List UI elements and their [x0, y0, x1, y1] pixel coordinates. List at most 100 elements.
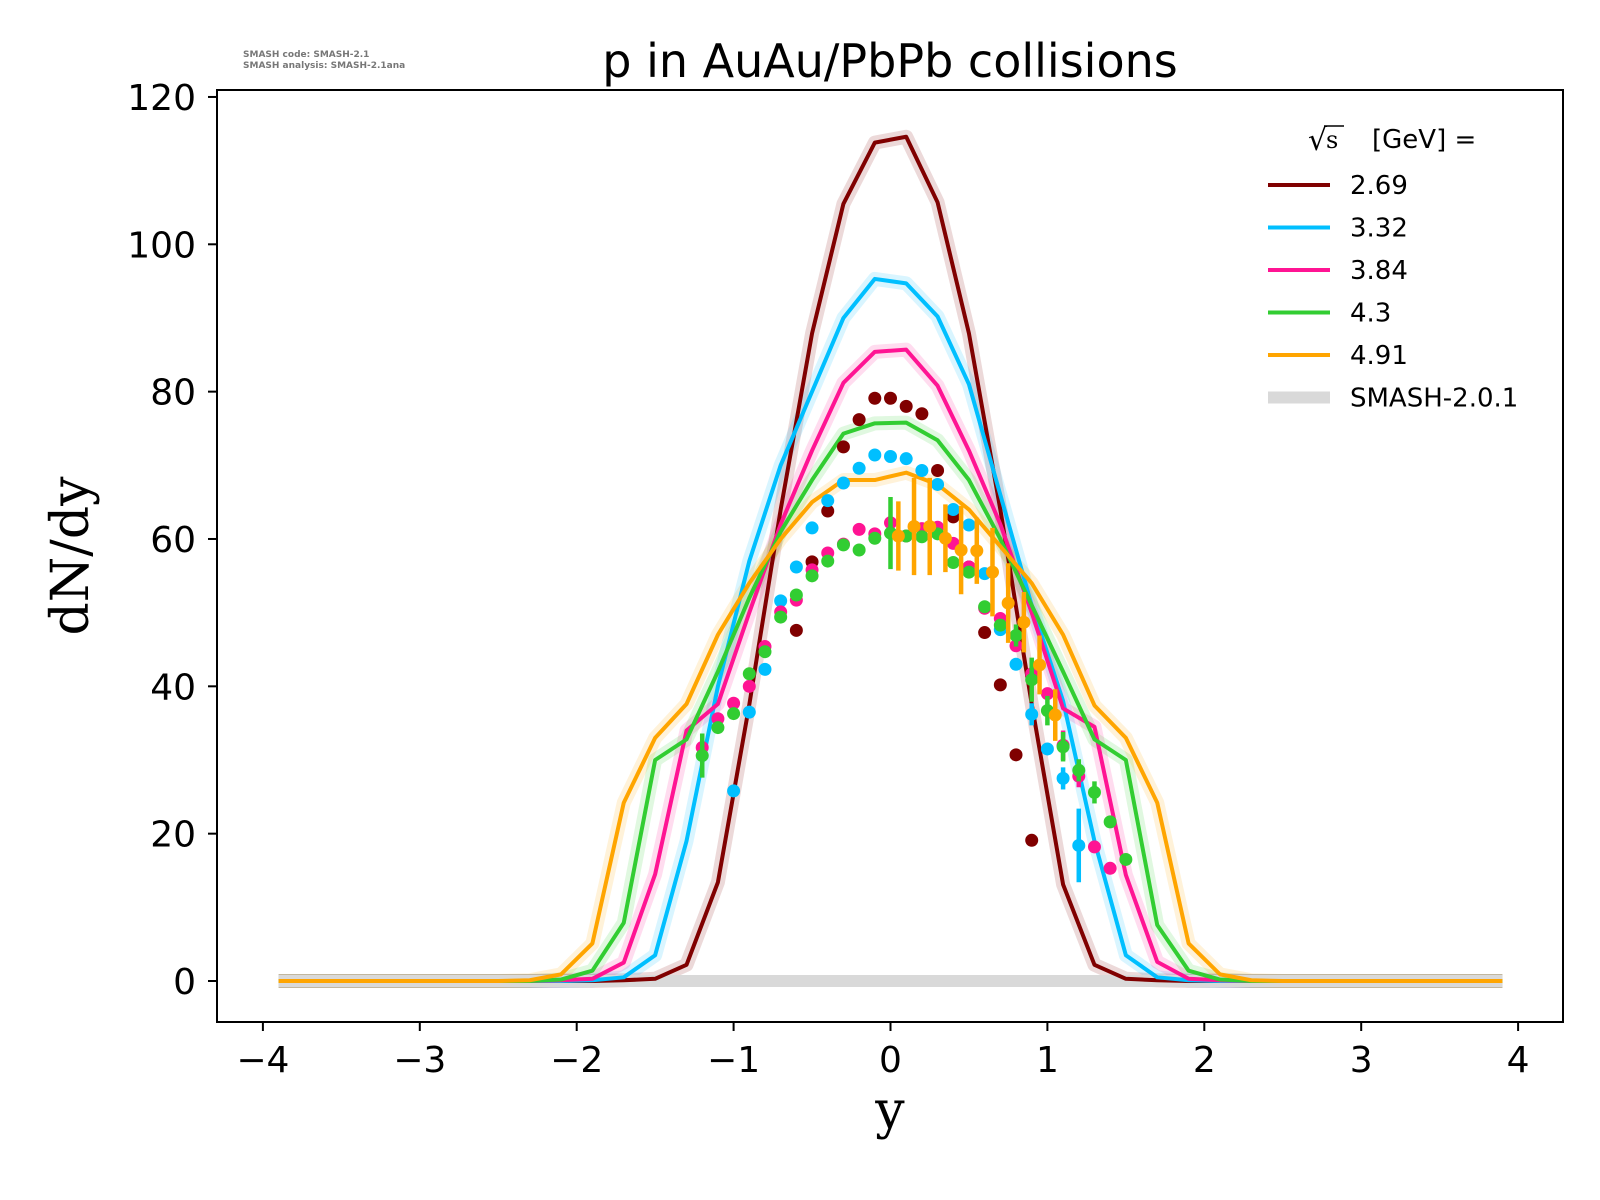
legend-title-sqrt-icon: √ [1308, 123, 1328, 158]
data-point-3.32 [789, 560, 803, 574]
data-point-4.91 [1001, 596, 1015, 610]
watermark-line-1: SMASH code: SMASH-2.1 [243, 50, 369, 60]
data-point-4.3 [962, 565, 976, 579]
legend-title: [GeV] = [1372, 125, 1476, 155]
data-point-4.3 [1087, 785, 1101, 799]
smash-band-3.32 [278, 271, 1503, 988]
y-tick-label: 120 [127, 78, 196, 119]
data-point-4.91 [1017, 615, 1031, 629]
data-point-2.69 [884, 391, 897, 405]
data-point-3.32 [962, 518, 976, 532]
data-point-3.84 [727, 696, 741, 710]
data-point-3.32 [931, 477, 945, 491]
data-point-3.32 [836, 476, 850, 490]
data-point-3.32 [742, 705, 756, 719]
data-point-4.3 [993, 618, 1007, 632]
x-tick-label: −2 [550, 1040, 603, 1081]
data-point-4.3 [836, 538, 850, 552]
legend-label-3.32: 3.32 [1350, 214, 1408, 244]
x-tick-label: 0 [879, 1040, 902, 1081]
data-point-3.32 [1025, 707, 1039, 721]
data-point-4.3 [1009, 628, 1023, 642]
legend-title-s: s [1326, 126, 1338, 154]
data-point-4.3 [1103, 815, 1117, 829]
data-point-3.32 [1072, 838, 1086, 852]
x-tick-label: 4 [1507, 1040, 1530, 1081]
data-point-4.91 [907, 519, 921, 533]
x-axis: −4 −3 −2 −1 0 1 2 3 4 [236, 1022, 1530, 1081]
legend-label-band: SMASH-2.0.1 [1350, 384, 1518, 414]
data-point-3.32 [884, 449, 897, 463]
y-tick-label: 100 [127, 225, 196, 266]
legend-label-3.84: 3.84 [1350, 256, 1408, 286]
data-point-4.3 [946, 556, 960, 570]
data-point-3.32 [1056, 771, 1070, 785]
data-point-3.32 [1009, 657, 1023, 671]
y-axis-label: dN/dy [41, 476, 101, 636]
data-point-4.3 [758, 645, 772, 659]
data-point-3.32 [727, 784, 741, 798]
series-line-3.32 [278, 276, 1503, 983]
data-point-4.3 [711, 721, 725, 735]
data-point-2.69 [1025, 833, 1039, 847]
data-point-3.84 [742, 679, 756, 693]
data-point-4.3 [774, 610, 788, 624]
data-point-4.91 [938, 531, 952, 545]
data-point-4.3 [978, 600, 992, 614]
data-point-4.91 [954, 543, 968, 557]
data-point-2.69 [821, 504, 835, 518]
data-point-4.3 [1072, 763, 1086, 777]
data-point-3.84 [1087, 840, 1101, 854]
data-point-3.32 [899, 452, 913, 466]
legend-label-4.91: 4.91 [1350, 341, 1408, 371]
data-point-3.32 [852, 461, 866, 475]
x-axis-label: y [874, 1081, 905, 1141]
x-tick-label: 3 [1350, 1040, 1373, 1081]
data-point-3.84 [1103, 861, 1117, 875]
data-point-3.32 [758, 662, 772, 676]
y-tick-label: 20 [150, 815, 196, 856]
y-axis: 0 20 40 60 80 100 120 [127, 78, 217, 1003]
data-point-4.3 [821, 554, 835, 568]
data-point-3.32 [915, 463, 929, 477]
data-point-4.3 [1025, 673, 1039, 687]
watermark-line-2: SMASH analysis: SMASH-2.1ana [243, 61, 405, 71]
data-point-4.91 [891, 529, 905, 543]
data-point-2.69 [993, 678, 1007, 692]
data-point-4.91 [970, 544, 984, 558]
y-tick-label: 0 [173, 962, 196, 1003]
data-point-4.3 [789, 588, 803, 602]
data-point-2.69 [915, 407, 929, 421]
x-tick-label: 2 [1193, 1040, 1216, 1081]
data-point-2.69 [868, 391, 882, 405]
data-point-4.3 [695, 749, 709, 763]
smash-band-3.84 [278, 342, 1503, 988]
data-point-2.69 [789, 623, 803, 637]
data-point-4.3 [852, 543, 866, 557]
y-tick-label: 60 [150, 520, 196, 561]
y-tick-label: 40 [150, 667, 196, 708]
data-point-2.69 [899, 399, 913, 413]
data-point-4.91 [923, 519, 937, 533]
data-point-3.84 [1040, 687, 1054, 701]
data-point-3.84 [852, 522, 866, 536]
watermark: SMASH code: SMASH-2.1 SMASH analysis: SM… [243, 50, 405, 71]
x-tick-label: 1 [1036, 1040, 1059, 1081]
series-line-4.91 [278, 470, 1503, 983]
data-point-2.69 [852, 413, 866, 427]
data-point-3.32 [805, 521, 819, 535]
data-point-3.32 [946, 503, 960, 517]
y-tick-label: 80 [150, 373, 196, 414]
legend-label-2.69: 2.69 [1350, 171, 1408, 201]
legend: √ s [GeV] = 2.69 3.32 3.84 4.3 4.91 SMASH-2.0… [1268, 123, 1518, 414]
series-line-3.84 [278, 347, 1503, 983]
chart-title: p in AuAu/PbPb collisions [602, 34, 1177, 88]
x-tick-label: −4 [236, 1040, 289, 1081]
x-tick-label: −3 [393, 1040, 446, 1081]
data-point-4.3 [742, 667, 756, 681]
data-point-2.69 [931, 463, 945, 477]
data-point-4.3 [868, 531, 882, 545]
data-point-3.32 [774, 594, 788, 608]
plot-area [278, 129, 1503, 988]
